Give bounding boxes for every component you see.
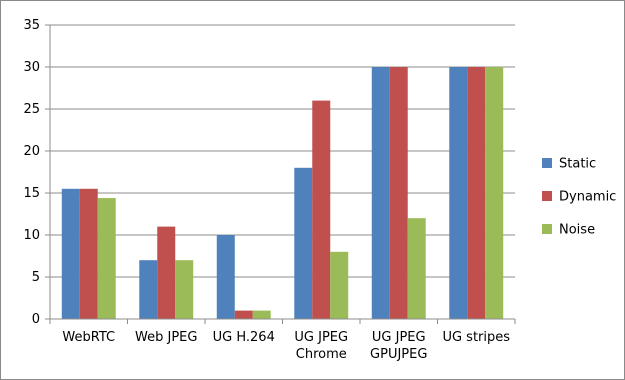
bar-noise-4 xyxy=(407,218,426,319)
y-tick-label-35: 35 xyxy=(23,18,40,33)
bar-static-0 xyxy=(61,188,80,319)
bar-static-2 xyxy=(216,235,235,319)
legend: Static Dynamic Noise xyxy=(542,157,616,238)
legend-swatch-static xyxy=(542,158,552,168)
y-tick-label-30: 30 xyxy=(23,60,40,75)
legend-swatch-noise xyxy=(542,224,552,234)
bars xyxy=(61,67,504,319)
x-tick-label-1: Web JPEG xyxy=(135,330,197,345)
y-tick-label-20: 20 xyxy=(23,144,40,159)
gridlines xyxy=(50,24,515,278)
bar-dynamic-0 xyxy=(79,188,98,319)
legend-label-dynamic: Dynamic xyxy=(559,190,616,205)
legend-label-static: Static xyxy=(559,157,596,172)
bar-dynamic-5 xyxy=(467,67,486,319)
bar-noise-1 xyxy=(175,260,194,319)
bar-dynamic-1 xyxy=(157,226,176,319)
x-tick-label-0: WebRTC xyxy=(62,330,115,345)
bar-static-5 xyxy=(449,67,468,319)
x-tick-label-5: UG stripes xyxy=(442,330,510,345)
bar-noise-2 xyxy=(252,310,271,319)
axes xyxy=(45,24,516,324)
legend-swatch-dynamic xyxy=(542,191,552,201)
y-tick-label-0: 0 xyxy=(32,312,40,327)
bar-noise-3 xyxy=(330,251,349,319)
x-tick-labels: WebRTC Web JPEG UG H.264 UG JPEG Chrome UG JP… xyxy=(62,330,510,362)
bar-dynamic-3 xyxy=(312,100,331,319)
bar-static-4 xyxy=(371,67,390,319)
x-tick-label-2: UG H.264 xyxy=(213,330,275,345)
y-tick-labels: 0 5 10 15 20 25 30 35 xyxy=(23,18,40,327)
x-tick-label-3: UG JPEG Chrome xyxy=(294,330,348,362)
y-tick-label-10: 10 xyxy=(23,228,40,243)
y-tick-label-15: 15 xyxy=(23,186,40,201)
bar-noise-5 xyxy=(485,67,504,319)
legend-label-noise: Noise xyxy=(559,223,595,238)
bar-noise-0 xyxy=(97,198,116,319)
y-tick-label-5: 5 xyxy=(32,270,40,285)
bar-dynamic-4 xyxy=(389,67,408,319)
bar-static-1 xyxy=(139,260,158,319)
bar-dynamic-2 xyxy=(234,310,253,319)
x-tick-label-4: UG JPEG GPUJPEG xyxy=(370,330,427,362)
y-tick-label-25: 25 xyxy=(23,102,40,117)
bar-static-3 xyxy=(294,167,313,319)
